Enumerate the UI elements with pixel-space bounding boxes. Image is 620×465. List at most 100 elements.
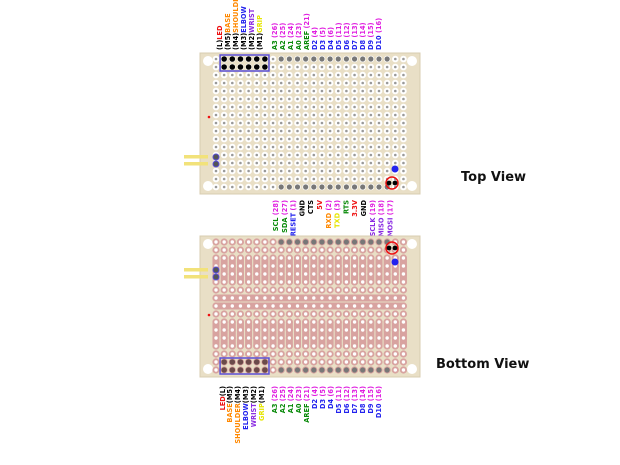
hole (287, 352, 292, 356)
pin-label: (M3)ELBOW (240, 5, 248, 50)
hole (287, 280, 292, 284)
hole (238, 320, 243, 324)
hole (385, 137, 389, 141)
hole (320, 304, 324, 308)
hole (352, 264, 357, 268)
hole (336, 344, 340, 348)
hole (238, 280, 243, 284)
pin-label-part: (15) (367, 386, 375, 401)
hole (352, 248, 357, 252)
hole (328, 352, 332, 356)
hole (320, 129, 324, 133)
copper-strip (326, 318, 334, 350)
hole (336, 272, 340, 276)
pin-label: A2 (25) (279, 23, 287, 50)
hole (385, 264, 389, 268)
hole (271, 129, 275, 133)
hole (385, 153, 389, 157)
hole (345, 97, 348, 101)
pin-label-part: MOSI (386, 215, 394, 237)
hole (369, 73, 373, 77)
pin-label-part: (M5) (224, 33, 232, 50)
hole (377, 312, 381, 316)
header-pin (335, 184, 341, 190)
hole (246, 248, 251, 252)
hole (352, 288, 357, 292)
hole (231, 153, 234, 157)
hole (263, 169, 267, 173)
pin-label-part: D6 (343, 401, 351, 413)
hole (279, 312, 283, 316)
hole (345, 145, 348, 149)
hole (312, 161, 316, 165)
hole (222, 288, 226, 292)
hole (369, 177, 373, 181)
hole (312, 272, 316, 276)
hole (296, 73, 299, 77)
hole (353, 137, 356, 141)
hole (222, 169, 226, 173)
hole (369, 296, 373, 300)
hole (369, 336, 373, 340)
hole (238, 304, 243, 308)
hole (361, 280, 365, 284)
hole (401, 264, 406, 268)
hole (401, 352, 406, 356)
hole (271, 256, 275, 260)
pin-label-part: (6) (327, 27, 335, 38)
copper-strip (302, 254, 310, 286)
hole (401, 288, 406, 292)
mounting-hole (203, 56, 213, 66)
hole (255, 153, 259, 157)
copper-strip (342, 254, 350, 286)
hole (393, 368, 397, 372)
hole (255, 129, 259, 133)
hole (263, 73, 267, 77)
pin-label-part: D8 (359, 38, 367, 50)
pin-label-part: D10 (375, 401, 383, 418)
pin-label: (M1)GRIP (256, 15, 264, 50)
hole (336, 280, 340, 284)
hole (344, 264, 349, 268)
hole (295, 272, 300, 276)
pin-label-part: (21) (303, 386, 311, 401)
hole (402, 97, 405, 101)
hole (296, 121, 299, 125)
hole (263, 248, 267, 252)
hole (247, 177, 250, 181)
copper-strip (359, 318, 367, 350)
hole (361, 304, 365, 308)
wire-pad (212, 153, 220, 161)
hole (246, 336, 251, 340)
hole (271, 360, 275, 364)
header-pin (376, 239, 382, 245)
hole (401, 248, 406, 252)
header-pin (303, 184, 309, 190)
hole (328, 65, 332, 69)
header-pin (360, 56, 366, 62)
hole (222, 161, 226, 165)
hole (344, 360, 349, 364)
hole (344, 272, 349, 276)
hole (345, 65, 348, 69)
hole (255, 320, 259, 324)
hole (353, 121, 356, 125)
servo-pin (253, 359, 260, 365)
hole (361, 81, 365, 85)
hole (287, 328, 292, 332)
copper-strip (326, 254, 334, 286)
pin-label: (L)LED (216, 25, 224, 50)
hole (296, 137, 299, 141)
hole (377, 73, 381, 77)
pin-label: GND (298, 199, 306, 216)
hole (295, 304, 300, 308)
pin-label: RTS (342, 200, 350, 214)
hole (222, 328, 226, 332)
hole (328, 113, 332, 117)
hole (288, 169, 291, 173)
hole (238, 296, 243, 300)
reset-pin (392, 245, 398, 251)
pin-label-part: RESET (290, 211, 298, 237)
pin-label-part: (5) (319, 27, 327, 38)
hole (271, 145, 275, 149)
